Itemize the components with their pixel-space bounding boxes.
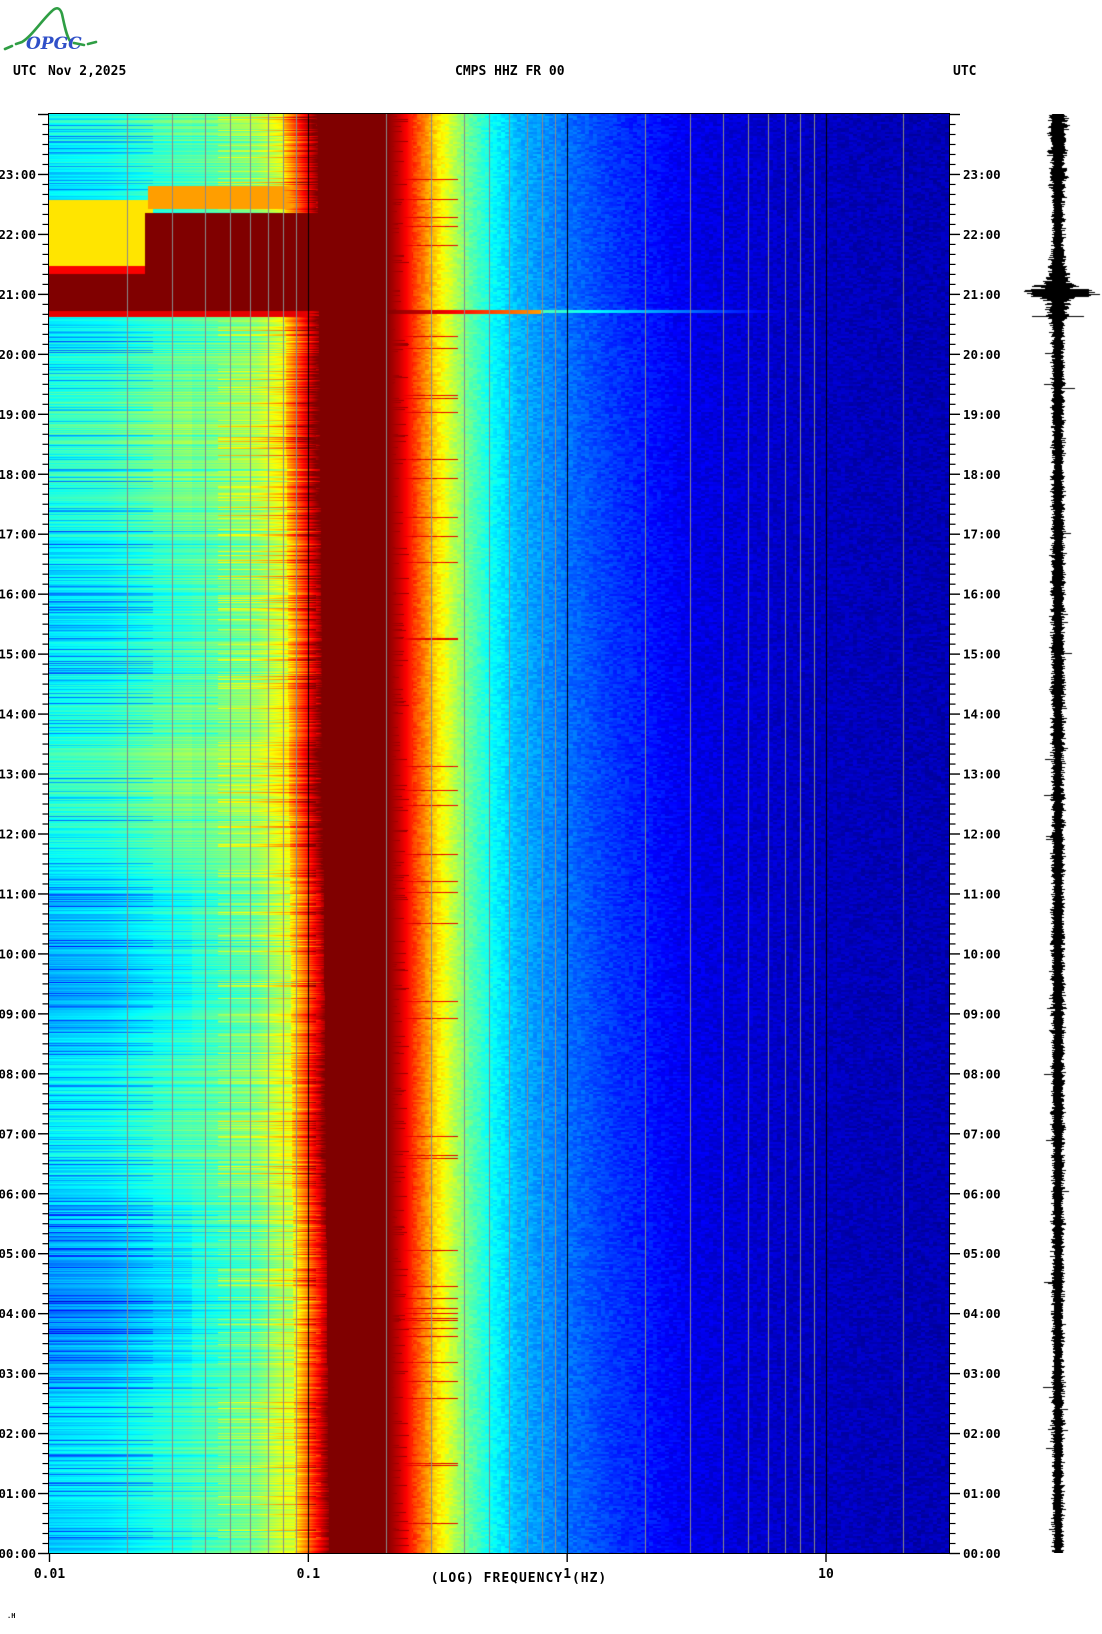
y-tick-label-left-16:00: 16:00 bbox=[0, 587, 36, 602]
y-tick-label-right-13:00: 13:00 bbox=[963, 767, 1001, 782]
y-tick-label-right-01:00: 01:00 bbox=[963, 1486, 1001, 1501]
logo-text: OPGC bbox=[26, 34, 82, 54]
y-tick-label-left-10:00: 10:00 bbox=[0, 946, 36, 961]
y-tick-label-left-00:00: 00:00 bbox=[0, 1546, 36, 1561]
y-tick-label-left-05:00: 05:00 bbox=[0, 1246, 36, 1261]
y-tick-label-left-17:00: 17:00 bbox=[0, 527, 36, 542]
y-tick-label-left-11:00: 11:00 bbox=[0, 886, 36, 901]
y-tick-label-right-23:00: 23:00 bbox=[963, 167, 1001, 182]
spectrogram-canvas bbox=[49, 114, 949, 1553]
y-tick-label-left-09:00: 09:00 bbox=[0, 1006, 36, 1021]
y-tick-label-right-21:00: 21:00 bbox=[963, 287, 1001, 302]
y-tick-label-left-15:00: 15:00 bbox=[0, 647, 36, 662]
opgc-logo: OPGC bbox=[3, 7, 98, 54]
x-tick-label-0.01: 0.01 bbox=[34, 1567, 65, 1582]
y-tick-label-right-09:00: 09:00 bbox=[963, 1006, 1001, 1021]
y-tick-label-left-06:00: 06:00 bbox=[0, 1186, 36, 1201]
y-tick-label-left-23:00: 23:00 bbox=[0, 167, 36, 182]
y-tick-label-left-13:00: 13:00 bbox=[0, 767, 36, 782]
seismogram-trace-canvas bbox=[1008, 114, 1102, 1553]
y-tick-label-left-04:00: 04:00 bbox=[0, 1306, 36, 1321]
y-tick-label-right-19:00: 19:00 bbox=[963, 407, 1001, 422]
y-tick-label-right-15:00: 15:00 bbox=[963, 647, 1001, 662]
y-tick-label-left-21:00: 21:00 bbox=[0, 287, 36, 302]
y-tick-label-right-22:00: 22:00 bbox=[963, 227, 1001, 242]
x-axis-title: (LOG) FREQUENCY (HZ) bbox=[430, 1571, 608, 1586]
header-utc-right: UTC bbox=[953, 64, 977, 79]
header-utc-left: UTC bbox=[13, 64, 37, 79]
y-tick-label-left-20:00: 20:00 bbox=[0, 347, 36, 362]
y-tick-label-right-08:00: 08:00 bbox=[963, 1066, 1001, 1081]
y-tick-label-left-03:00: 03:00 bbox=[0, 1366, 36, 1381]
y-tick-label-right-00:00: 00:00 bbox=[963, 1546, 1001, 1561]
corner-mark: .H bbox=[7, 1612, 16, 1620]
y-tick-label-left-02:00: 02:00 bbox=[0, 1426, 36, 1441]
y-tick-label-right-07:00: 07:00 bbox=[963, 1126, 1001, 1141]
y-tick-label-right-06:00: 06:00 bbox=[963, 1186, 1001, 1201]
y-tick-label-right-12:00: 12:00 bbox=[963, 827, 1001, 842]
y-tick-label-right-11:00: 11:00 bbox=[963, 886, 1001, 901]
y-tick-label-right-05:00: 05:00 bbox=[963, 1246, 1001, 1261]
y-tick-label-left-14:00: 14:00 bbox=[0, 707, 36, 722]
y-tick-label-left-07:00: 07:00 bbox=[0, 1126, 36, 1141]
y-tick-label-left-22:00: 22:00 bbox=[0, 227, 36, 242]
y-tick-label-right-02:00: 02:00 bbox=[963, 1426, 1001, 1441]
y-tick-label-right-10:00: 10:00 bbox=[963, 946, 1001, 961]
y-tick-label-right-16:00: 16:00 bbox=[963, 587, 1001, 602]
logo-mountain-curve bbox=[3, 7, 98, 51]
y-tick-label-left-01:00: 01:00 bbox=[0, 1486, 36, 1501]
y-tick-label-right-04:00: 04:00 bbox=[963, 1306, 1001, 1321]
y-tick-label-right-17:00: 17:00 bbox=[963, 527, 1001, 542]
header-station-title: CMPS HHZ FR 00 bbox=[455, 64, 565, 79]
y-tick-label-left-18:00: 18:00 bbox=[0, 467, 36, 482]
y-tick-label-left-12:00: 12:00 bbox=[0, 827, 36, 842]
y-tick-label-right-18:00: 18:00 bbox=[963, 467, 1001, 482]
y-tick-label-left-08:00: 08:00 bbox=[0, 1066, 36, 1081]
header-date: Nov 2,2025 bbox=[48, 64, 127, 79]
y-tick-label-right-03:00: 03:00 bbox=[963, 1366, 1001, 1381]
y-tick-label-left-19:00: 19:00 bbox=[0, 407, 36, 422]
y-tick-label-right-20:00: 20:00 bbox=[963, 347, 1001, 362]
y-tick-label-right-14:00: 14:00 bbox=[963, 707, 1001, 722]
